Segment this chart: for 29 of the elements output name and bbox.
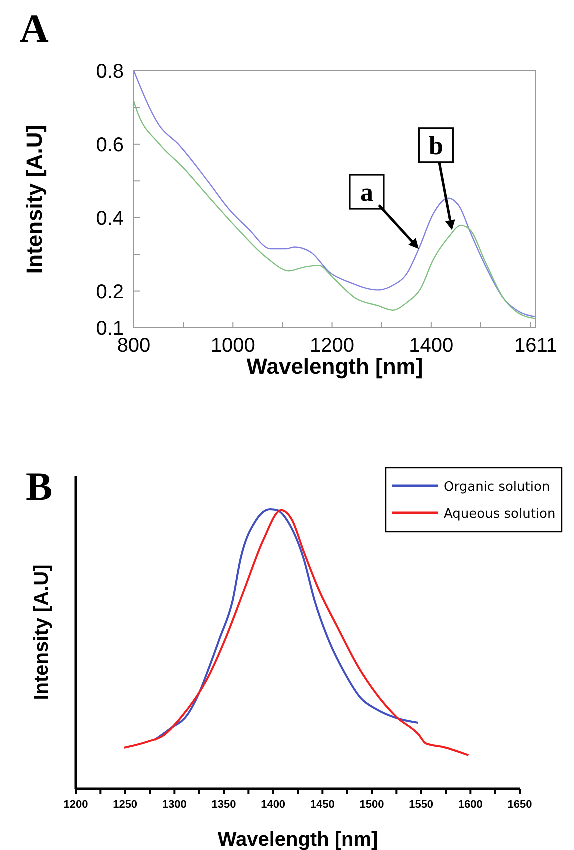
x-tick-label: 1450 [310, 799, 335, 811]
x-tick-label: 1611 [514, 335, 558, 357]
x-tick-label: 1400 [409, 335, 454, 357]
x-tick-label: 1650 [508, 799, 532, 811]
x-tick-label: 800 [117, 335, 151, 357]
x-axis-title: Wavelength [nm] [246, 354, 424, 379]
y-tick-label: 0.6 [96, 134, 124, 156]
chart-title: B [26, 464, 53, 509]
x-tick-label: 1350 [212, 799, 236, 811]
y-axis-title: Intensity [A.U] [31, 564, 53, 700]
y-axis-title: Intensity [A.U] [22, 124, 47, 274]
y-tick-label: 0.2 [96, 281, 124, 304]
x-tick-label: 1200 [310, 335, 355, 357]
y-tick-label: 0.8 [96, 61, 124, 83]
x-tick-label: 1600 [458, 799, 483, 811]
chart-title: A [20, 6, 49, 51]
x-tick-label: 1250 [113, 799, 138, 811]
x-tick-label: 1200 [64, 799, 88, 811]
y-tick-label: 0.4 [96, 208, 124, 230]
x-tick-label: 1500 [360, 799, 384, 811]
x-tick-label: 1000 [210, 335, 256, 357]
legend-label: Aqueous solution [444, 507, 556, 522]
x-tick-label: 1550 [409, 799, 434, 811]
legend-label: Organic solution [444, 480, 550, 495]
x-axis-title: Wavelength [nm] [218, 829, 378, 850]
x-tick-label: 1300 [162, 799, 187, 811]
x-tick-label: 1400 [261, 799, 286, 811]
annotation: a [360, 178, 374, 208]
annotation: b [428, 131, 444, 160]
